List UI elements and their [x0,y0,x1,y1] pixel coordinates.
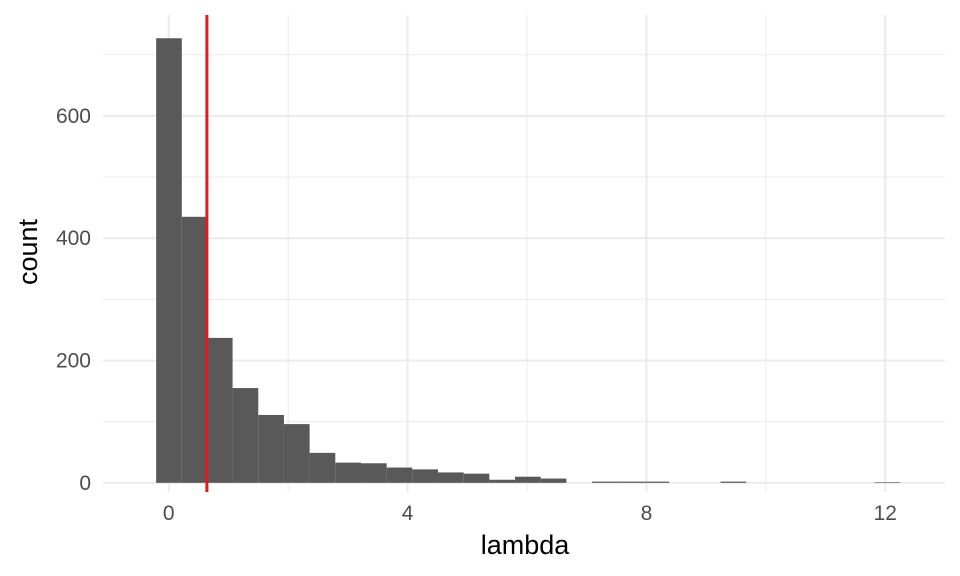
histogram-bar [515,476,541,483]
histogram-bar [386,467,413,483]
y-tick-label: 400 [56,227,91,250]
histogram-bar [360,463,387,483]
y-tick-label: 0 [79,472,91,495]
histogram-bar [156,38,182,483]
y-tick-label: 200 [56,350,91,373]
histogram-bar [181,216,207,483]
major-gridlines [103,15,945,492]
y-axis-title: count [13,218,43,285]
histogram-bar [438,472,464,483]
histogram-bar [283,424,310,483]
histogram-bar [720,481,747,483]
y-tick-label: 600 [56,105,91,128]
histogram-bar [489,479,516,483]
histogram-bar [412,469,439,483]
histogram-bars [156,38,901,483]
histogram-bar [643,481,670,483]
histogram-bar [206,337,233,483]
histogram-bar [874,482,901,483]
histogram-bar [309,452,336,483]
x-tick-label: 0 [163,502,175,525]
histogram-bar [592,481,618,483]
histogram-bar [232,388,259,483]
x-axis-tick-labels: 0 4 8 12 [163,502,897,525]
histogram-bar [463,473,490,483]
histogram-bar [617,481,644,483]
histogram-bar [335,462,361,483]
x-tick-label: 12 [874,502,897,525]
x-axis-title: lambda [481,530,571,560]
x-tick-label: 8 [641,502,653,525]
y-axis-tick-labels: 0 200 400 600 [56,105,91,495]
histogram-bar [540,478,567,483]
x-tick-label: 4 [402,502,414,525]
histogram-bar [258,414,284,483]
